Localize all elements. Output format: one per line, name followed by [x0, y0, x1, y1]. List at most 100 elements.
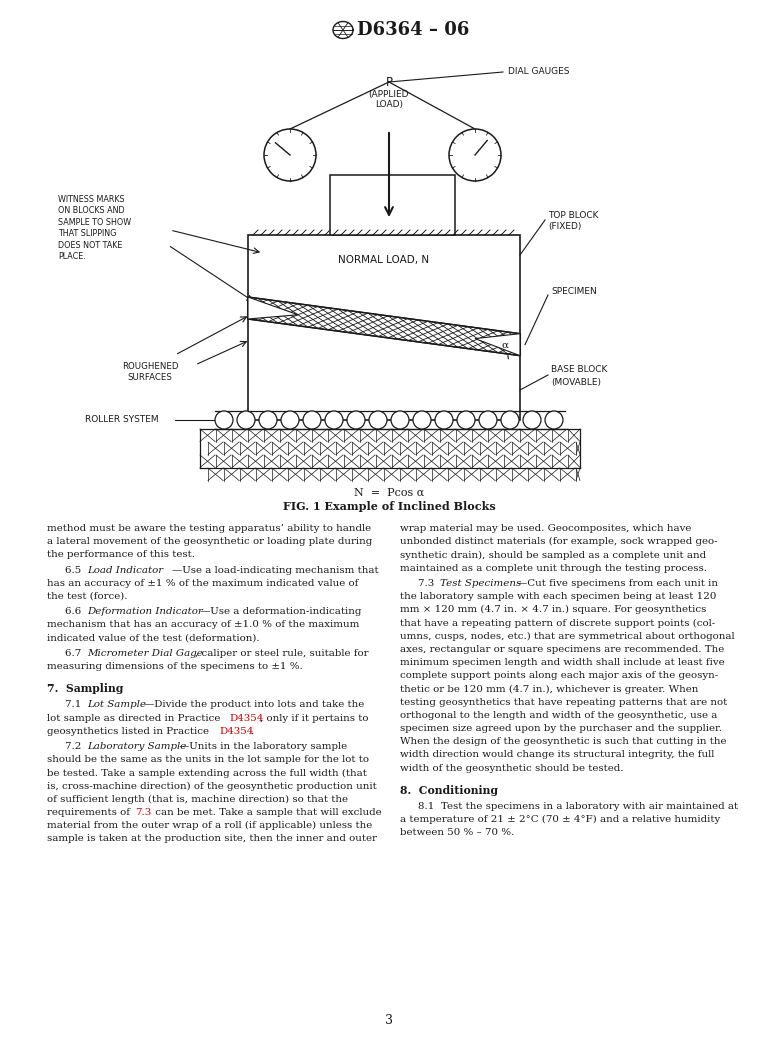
Text: the laboratory sample with each specimen being at least 120: the laboratory sample with each specimen… — [400, 592, 717, 601]
Text: , caliper or steel rule, suitable for: , caliper or steel rule, suitable for — [195, 649, 369, 658]
Text: maintained as a complete unit through the testing process.: maintained as a complete unit through th… — [400, 563, 707, 573]
Text: complete support points along each major axis of the geosyn-: complete support points along each major… — [400, 671, 718, 680]
Text: that have a repeating pattern of discrete support points (col-: that have a repeating pattern of discret… — [400, 618, 715, 628]
Text: LOAD): LOAD) — [375, 101, 403, 109]
Text: Lot Sample: Lot Sample — [87, 701, 146, 709]
Text: ROUGHENED
SURFACES: ROUGHENED SURFACES — [121, 362, 178, 382]
Text: (FIXED): (FIXED) — [548, 223, 581, 231]
Text: When the design of the geosynthetic is such that cutting in the: When the design of the geosynthetic is s… — [400, 737, 727, 746]
Text: TOP BLOCK: TOP BLOCK — [548, 210, 598, 220]
Polygon shape — [475, 334, 520, 356]
Text: of sufficient length (that is, machine direction) so that the: of sufficient length (that is, machine d… — [47, 794, 348, 804]
Text: 8.1  Test the specimens in a laboratory with air maintained at: 8.1 Test the specimens in a laboratory w… — [418, 802, 738, 811]
Circle shape — [347, 411, 365, 429]
Circle shape — [303, 411, 321, 429]
Text: N  =  Pcos α: N = Pcos α — [354, 488, 424, 498]
Text: (MOVABLE): (MOVABLE) — [551, 378, 601, 386]
Text: sample is taken at the production site, then the inner and outer: sample is taken at the production site, … — [47, 835, 377, 843]
Text: orthogonal to the length and width of the geosynthetic, use a: orthogonal to the length and width of th… — [400, 711, 717, 719]
Text: mechanism that has an accuracy of ±1.0 % of the maximum: mechanism that has an accuracy of ±1.0 %… — [47, 620, 359, 630]
Circle shape — [435, 411, 453, 429]
Text: SPECIMEN: SPECIMEN — [551, 286, 597, 296]
Text: a lateral movement of the geosynthetic or loading plate during: a lateral movement of the geosynthetic o… — [47, 537, 372, 547]
Text: can be met. Take a sample that will exclude: can be met. Take a sample that will excl… — [152, 808, 382, 817]
Text: testing geosynthetics that have repeating patterns that are not: testing geosynthetics that have repeatin… — [400, 697, 727, 707]
Text: wrap material may be used. Geocomposites, which have: wrap material may be used. Geocomposites… — [400, 524, 692, 533]
Text: indicated value of the test (deformation).: indicated value of the test (deformation… — [47, 634, 260, 642]
Text: 8.  Conditioning: 8. Conditioning — [400, 785, 498, 795]
Text: —Cut five specimens from each unit in: —Cut five specimens from each unit in — [517, 579, 718, 588]
Text: α: α — [502, 341, 509, 350]
Text: 6.5: 6.5 — [65, 565, 88, 575]
Circle shape — [369, 411, 387, 429]
Text: minimum specimen length and width shall include at least five: minimum specimen length and width shall … — [400, 658, 724, 667]
Text: 7.1: 7.1 — [65, 701, 88, 709]
Circle shape — [259, 411, 277, 429]
Circle shape — [545, 411, 563, 429]
Circle shape — [479, 411, 497, 429]
Circle shape — [501, 411, 519, 429]
Text: BASE BLOCK: BASE BLOCK — [551, 365, 608, 375]
Circle shape — [391, 411, 409, 429]
Text: —Use a deformation-indicating: —Use a deformation-indicating — [200, 607, 361, 616]
Text: D4354: D4354 — [219, 727, 254, 736]
Text: Micrometer Dial Gage: Micrometer Dial Gage — [87, 649, 203, 658]
Text: geosynthetics listed in Practice: geosynthetics listed in Practice — [47, 727, 212, 736]
Circle shape — [523, 411, 541, 429]
Text: 7.3: 7.3 — [418, 579, 441, 588]
Text: the performance of this test.: the performance of this test. — [47, 551, 195, 559]
Text: requirements of: requirements of — [47, 808, 133, 817]
Text: width direction would change its structural integrity, the full: width direction would change its structu… — [400, 751, 714, 759]
Text: NORMAL LOAD, N: NORMAL LOAD, N — [338, 255, 429, 265]
Text: should be the same as the units in the lot sample for the lot to: should be the same as the units in the l… — [47, 755, 369, 764]
Text: —Units in the laboratory sample: —Units in the laboratory sample — [179, 742, 347, 751]
Text: ROLLER SYSTEM: ROLLER SYSTEM — [85, 415, 159, 425]
Circle shape — [449, 129, 501, 181]
Text: specimen size agreed upon by the purchaser and the supplier.: specimen size agreed upon by the purchas… — [400, 723, 722, 733]
Text: lot sample as directed in Practice: lot sample as directed in Practice — [47, 713, 223, 722]
Text: FIG. 1 Example of Inclined Blocks: FIG. 1 Example of Inclined Blocks — [282, 502, 496, 512]
Text: a temperature of 21 ± 2°C (70 ± 4°F) and a relative humidity: a temperature of 21 ± 2°C (70 ± 4°F) and… — [400, 815, 720, 824]
Text: —Divide the product into lots and take the: —Divide the product into lots and take t… — [144, 701, 364, 709]
Text: between 50 % – 70 %.: between 50 % – 70 %. — [400, 829, 514, 837]
Text: unbonded distinct materials (for example, sock wrapped geo-: unbonded distinct materials (for example… — [400, 537, 717, 547]
Text: .: . — [250, 727, 254, 736]
Text: mm × 120 mm (4.7 in. × 4.7 in.) square. For geosynthetics: mm × 120 mm (4.7 in. × 4.7 in.) square. … — [400, 605, 706, 614]
Text: width of the geosynthetic should be tested.: width of the geosynthetic should be test… — [400, 764, 623, 772]
Circle shape — [457, 411, 475, 429]
Circle shape — [413, 411, 431, 429]
Text: 7.2: 7.2 — [65, 742, 88, 751]
Circle shape — [325, 411, 343, 429]
Text: WITNESS MARKS
ON BLOCKS AND
SAMPLE TO SHOW
THAT SLIPPING
DOES NOT TAKE
PLACE.: WITNESS MARKS ON BLOCKS AND SAMPLE TO SH… — [58, 195, 131, 261]
Text: umns, cusps, nodes, etc.) that are symmetrical about orthogonal: umns, cusps, nodes, etc.) that are symme… — [400, 632, 734, 640]
Circle shape — [237, 411, 255, 429]
Text: 6.6: 6.6 — [65, 607, 88, 616]
Circle shape — [215, 411, 233, 429]
Text: Deformation Indicator: Deformation Indicator — [87, 607, 203, 616]
Polygon shape — [248, 297, 298, 319]
Bar — [330, 175, 455, 235]
Text: 7.3: 7.3 — [135, 808, 151, 817]
Polygon shape — [248, 297, 520, 356]
Text: Laboratory Sample: Laboratory Sample — [87, 742, 187, 751]
Text: material from the outer wrap of a roll (if applicable) unless the: material from the outer wrap of a roll (… — [47, 821, 372, 831]
Text: 7.  Sampling: 7. Sampling — [47, 683, 124, 694]
Text: (APPLIED: (APPLIED — [369, 90, 409, 99]
Text: —Use a load-indicating mechanism that: —Use a load-indicating mechanism that — [172, 565, 379, 575]
Text: D4354: D4354 — [229, 713, 264, 722]
Text: synthetic drain), should be sampled as a complete unit and: synthetic drain), should be sampled as a… — [400, 551, 706, 559]
Text: Load Indicator: Load Indicator — [87, 565, 163, 575]
Text: thetic or be 120 mm (4.7 in.), whichever is greater. When: thetic or be 120 mm (4.7 in.), whichever… — [400, 684, 699, 693]
Text: has an accuracy of ±1 % of the maximum indicated value of: has an accuracy of ±1 % of the maximum i… — [47, 579, 359, 588]
Circle shape — [281, 411, 299, 429]
Text: the test (force).: the test (force). — [47, 592, 128, 601]
Text: 6.7: 6.7 — [65, 649, 88, 658]
Text: be tested. Take a sample extending across the full width (that: be tested. Take a sample extending acros… — [47, 768, 367, 778]
Text: P: P — [386, 76, 392, 90]
Text: 3: 3 — [385, 1014, 393, 1026]
Text: axes, rectangular or square specimens are recommended. The: axes, rectangular or square specimens ar… — [400, 644, 724, 654]
Text: , only if it pertains to: , only if it pertains to — [260, 713, 369, 722]
Text: measuring dimensions of the specimens to ±1 %.: measuring dimensions of the specimens to… — [47, 662, 303, 671]
Text: DIAL GAUGES: DIAL GAUGES — [508, 68, 569, 76]
Circle shape — [264, 129, 316, 181]
